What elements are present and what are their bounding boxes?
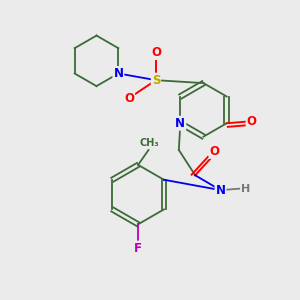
Text: N: N <box>113 67 123 80</box>
Text: F: F <box>134 242 142 255</box>
Text: O: O <box>124 92 134 105</box>
Text: O: O <box>151 46 161 59</box>
Text: N: N <box>175 117 185 130</box>
Text: N: N <box>215 184 226 196</box>
Text: CH₃: CH₃ <box>139 139 159 148</box>
Text: S: S <box>152 74 160 87</box>
Text: O: O <box>209 145 220 158</box>
Text: O: O <box>247 115 256 128</box>
Text: H: H <box>241 184 250 194</box>
